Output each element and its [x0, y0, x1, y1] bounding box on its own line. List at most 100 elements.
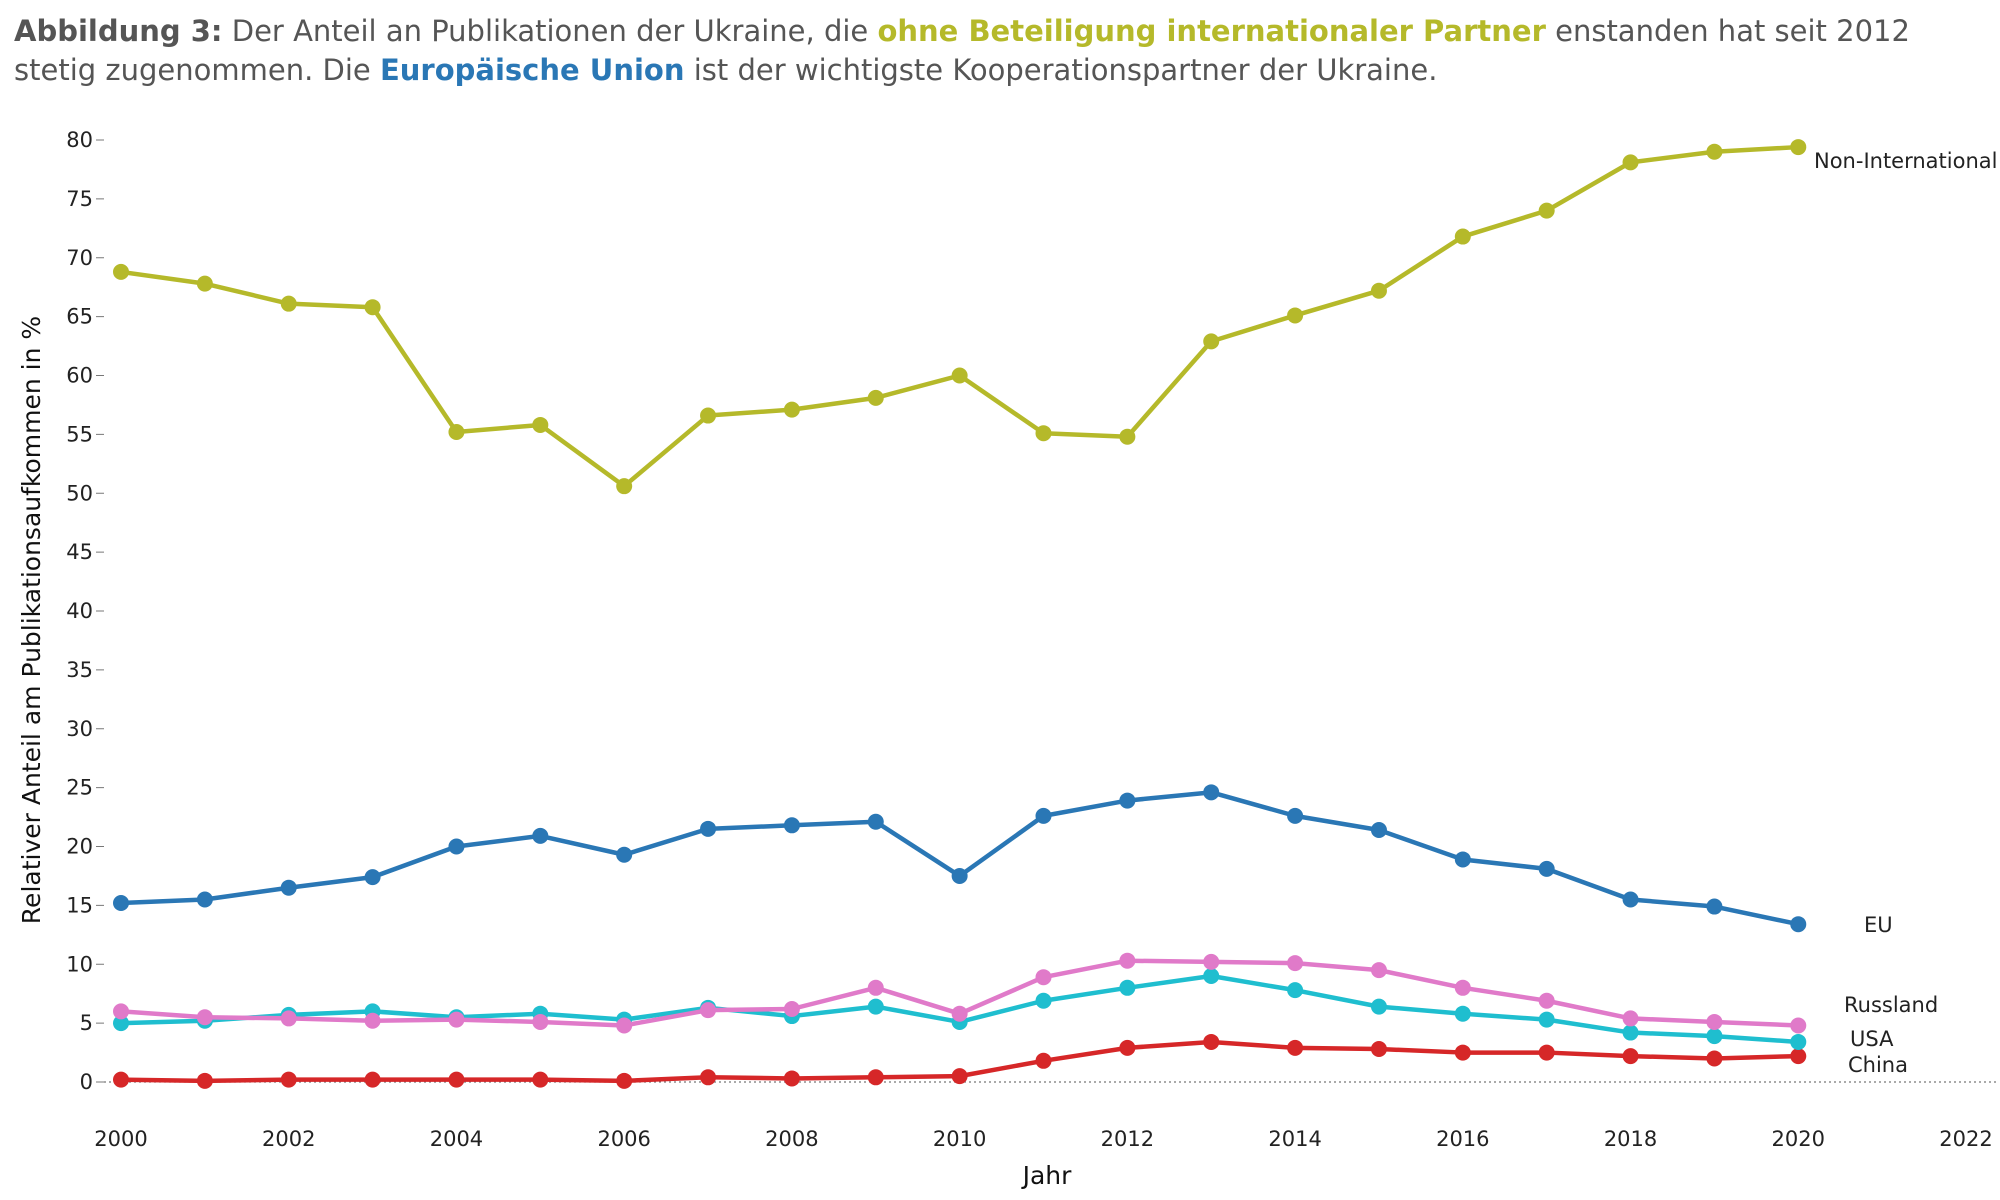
data-point-russland	[616, 1017, 633, 1034]
caption-lead: Abbildung 3:	[14, 14, 223, 48]
data-point-usa	[1706, 1028, 1723, 1045]
series-label-eu: EU	[1864, 913, 1893, 937]
data-point-china	[1370, 1041, 1387, 1058]
data-point-usa	[1790, 1033, 1807, 1050]
data-point-china	[1119, 1039, 1136, 1056]
data-point-eu	[1706, 898, 1723, 915]
data-point-russland	[1370, 962, 1387, 979]
data-point-china	[616, 1072, 633, 1089]
y-tick-label: 30	[66, 717, 93, 741]
x-axis-title: Jahr	[1021, 1161, 1073, 1190]
y-tick-label: 70	[66, 246, 93, 270]
y-tick-label: 80	[66, 128, 93, 152]
data-point-china	[1287, 1039, 1304, 1056]
data-point-usa	[113, 1015, 129, 1032]
data-point-russland	[280, 1010, 297, 1027]
data-point-non-international	[364, 299, 381, 316]
data-point-eu	[1035, 807, 1052, 824]
x-tick-label: 2012	[1101, 1127, 1154, 1151]
x-tick-label: 2004	[430, 1127, 483, 1151]
data-point-non-international	[951, 367, 968, 384]
y-tick-label: 25	[66, 776, 93, 800]
data-point-usa	[1035, 992, 1052, 1009]
data-point-china	[1454, 1044, 1471, 1061]
caption-highlight-non-international: ohne Beteiligung internationaler Partner	[877, 14, 1546, 48]
data-point-russland	[1287, 955, 1304, 972]
data-point-non-international	[532, 416, 549, 433]
series-label-russland: Russland	[1844, 993, 1938, 1017]
data-point-eu	[113, 895, 129, 912]
data-point-non-international	[1035, 425, 1052, 442]
data-point-eu	[1287, 807, 1304, 824]
data-point-russland	[1622, 1010, 1639, 1027]
data-point-russland	[1119, 952, 1136, 969]
y-tick-label: 20	[66, 835, 93, 859]
series-line-eu	[120, 790, 1799, 927]
series-label-non-international: Non-International	[1814, 149, 1997, 173]
y-tick-label: 75	[66, 187, 93, 211]
data-point-russland	[1035, 969, 1052, 986]
data-point-china	[1622, 1048, 1639, 1065]
data-point-russland	[113, 1003, 129, 1020]
y-tick-label: 10	[66, 952, 93, 976]
data-point-non-international	[1622, 154, 1639, 171]
y-tick-label: 45	[66, 540, 93, 564]
data-point-non-international	[700, 407, 717, 424]
data-point-eu	[448, 838, 465, 855]
y-tick-label: 35	[66, 658, 93, 682]
data-point-china	[532, 1071, 549, 1088]
data-point-russland	[532, 1013, 549, 1030]
data-point-china	[700, 1069, 717, 1086]
data-point-usa	[1538, 1011, 1555, 1028]
data-point-china	[280, 1071, 297, 1088]
y-axis-ticks: 0 5 10 15 20 25 30 35 40 45 50 55 60 65 70 75 80	[66, 128, 104, 1094]
data-point-usa	[1370, 998, 1387, 1015]
data-point-eu	[196, 891, 213, 908]
data-point-usa	[1454, 1005, 1471, 1022]
data-point-usa	[1203, 968, 1220, 985]
data-point-russland	[448, 1011, 465, 1028]
data-point-usa	[1119, 979, 1136, 996]
data-point-russland	[783, 1000, 800, 1017]
data-point-russland	[867, 979, 884, 996]
x-axis-ticks: 2000 2002 2004 2006 2008 2010 2012 2014 2016 2018…	[94, 1127, 1992, 1151]
data-point-non-international	[113, 263, 129, 280]
data-point-russland	[1203, 953, 1220, 970]
x-tick-label: 2000	[94, 1127, 147, 1151]
data-point-eu	[280, 879, 297, 896]
series-label-usa: USA	[1850, 1027, 1894, 1051]
data-point-non-international	[783, 401, 800, 418]
x-tick-label: 2018	[1604, 1127, 1657, 1151]
data-point-non-international	[1370, 282, 1387, 299]
data-point-eu	[951, 867, 968, 884]
caption-text-1: Der Anteil an Publikationen der Ukraine,…	[222, 14, 878, 48]
data-point-non-international	[1790, 139, 1807, 156]
x-tick-label: 2022	[1939, 1127, 1992, 1151]
data-point-non-international	[867, 389, 884, 406]
data-point-eu	[1622, 891, 1639, 908]
y-tick-label: 40	[66, 599, 93, 623]
data-point-non-international	[1119, 428, 1136, 445]
data-point-non-international	[1203, 333, 1220, 350]
data-point-china	[951, 1068, 968, 1085]
data-point-russland	[196, 1009, 213, 1026]
series-label-china: China	[1848, 1053, 1908, 1077]
y-tick-label: 0	[80, 1070, 93, 1094]
x-tick-label: 2020	[1772, 1127, 1825, 1151]
data-point-china	[1706, 1050, 1723, 1067]
data-point-china	[1035, 1052, 1052, 1069]
y-tick-label: 50	[66, 481, 93, 505]
data-point-china	[196, 1072, 213, 1089]
data-point-non-international	[1538, 202, 1555, 219]
x-tick-label: 2002	[262, 1127, 315, 1151]
x-tick-label: 2010	[933, 1127, 986, 1151]
y-tick-label: 65	[66, 305, 93, 329]
data-point-china	[783, 1070, 800, 1087]
data-point-russland	[1454, 979, 1471, 996]
data-point-non-international	[1454, 228, 1471, 245]
x-tick-label: 2006	[597, 1127, 650, 1151]
data-point-eu	[1203, 784, 1220, 801]
y-tick-label: 5	[80, 1011, 93, 1035]
